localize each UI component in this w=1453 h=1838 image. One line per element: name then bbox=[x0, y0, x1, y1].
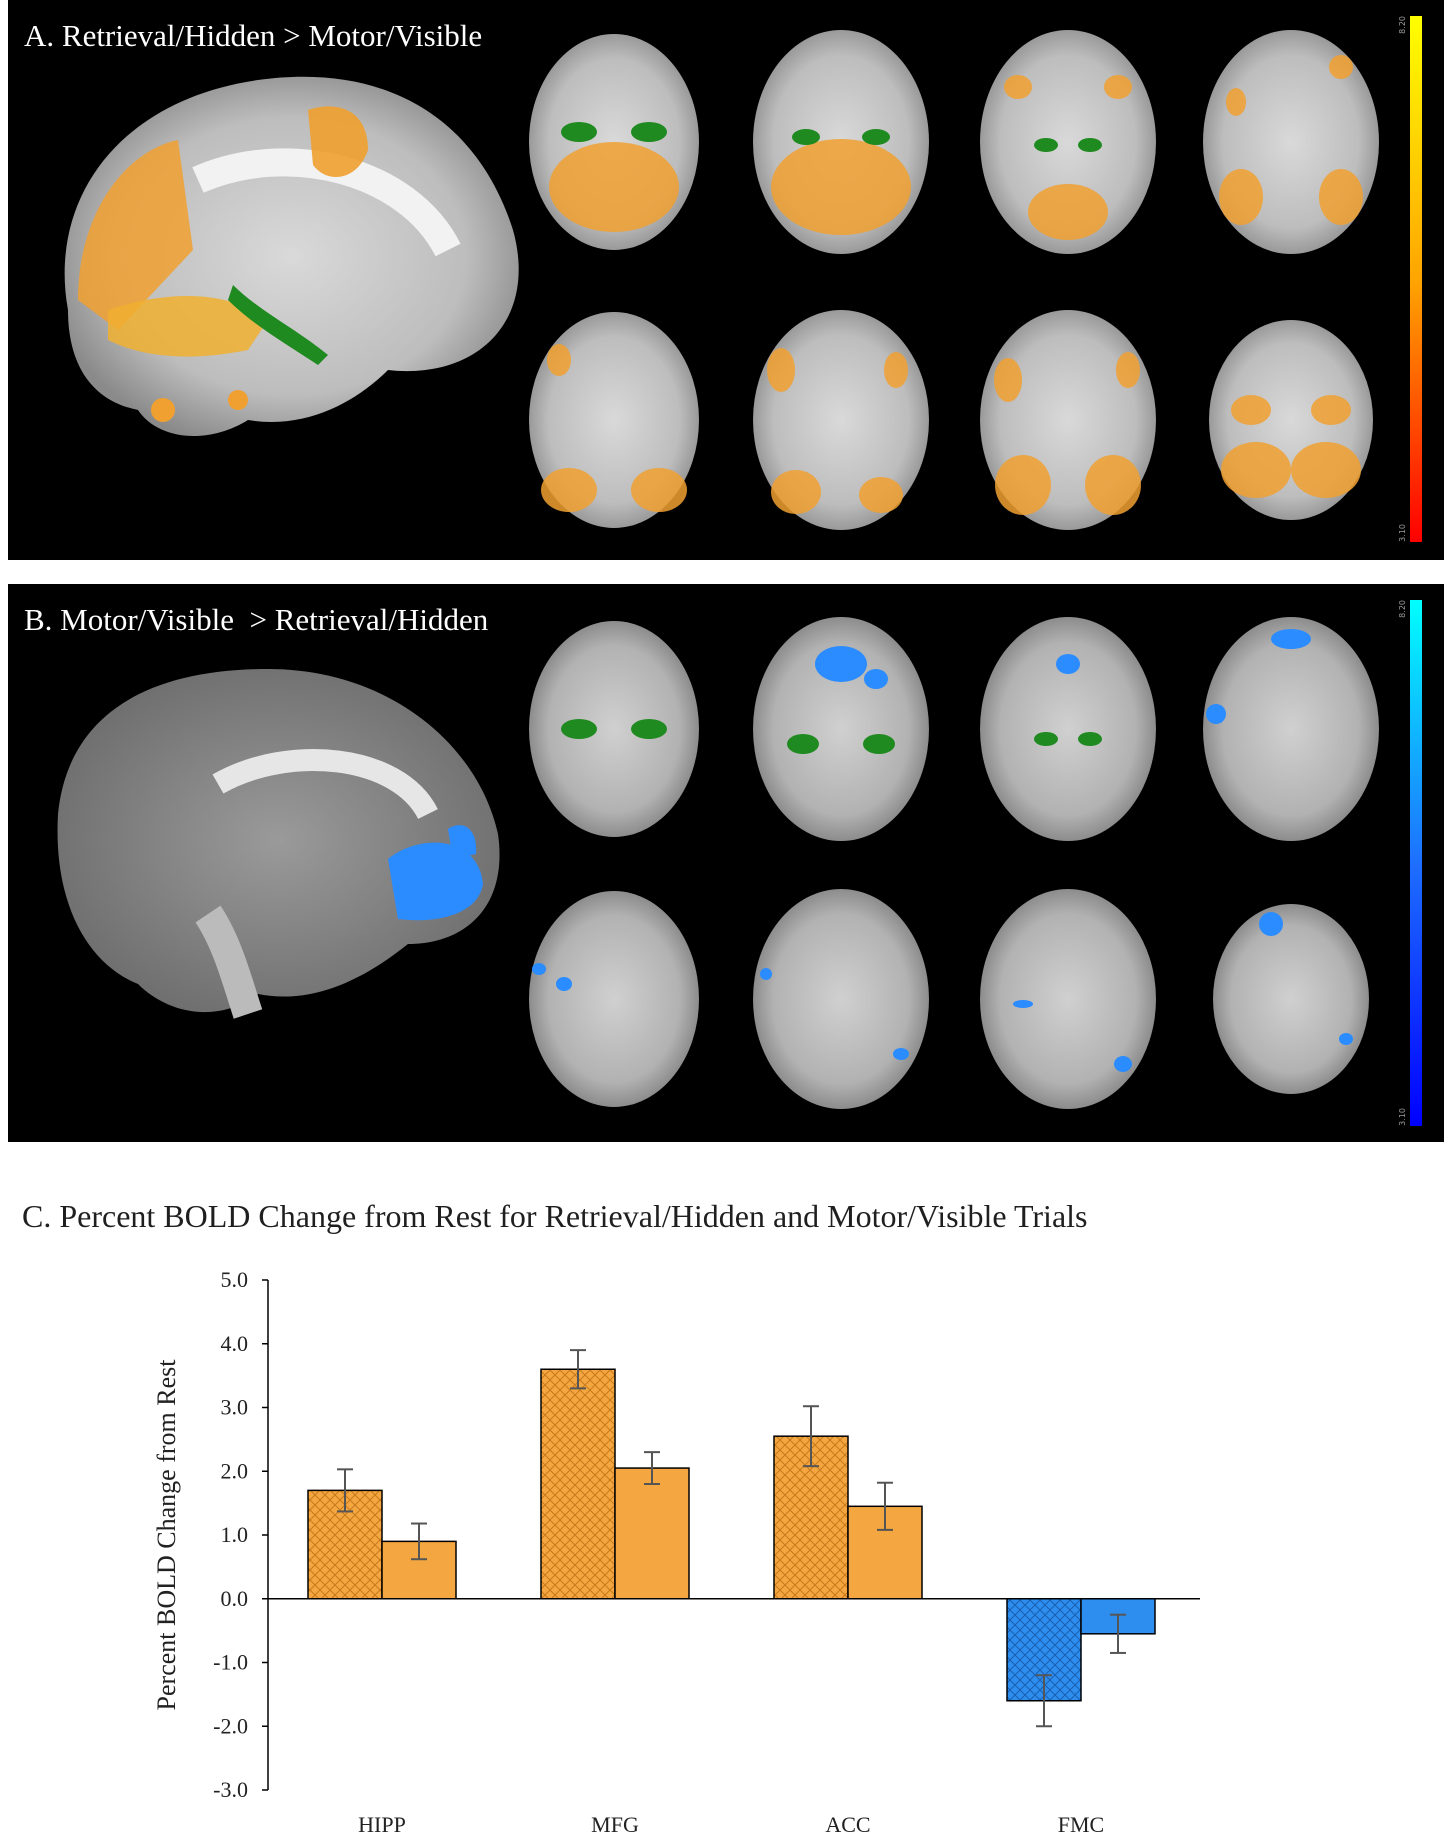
panel-a-colorbar bbox=[1410, 16, 1422, 542]
y-tick-label: -2.0 bbox=[213, 1713, 248, 1738]
panel-a-brain-images bbox=[64, 30, 1379, 530]
panel-a-colorbar-min: 3.10 bbox=[1398, 524, 1407, 542]
axial-row-1 bbox=[529, 30, 1379, 254]
x-category-label: ACC bbox=[825, 1812, 870, 1837]
panel-b-title: B. Motor/Visible > Retrieval/Hidden bbox=[24, 602, 489, 637]
axial-row-2 bbox=[529, 889, 1369, 1109]
x-category-label: FMC bbox=[1058, 1812, 1104, 1837]
y-tick-label: 2.0 bbox=[221, 1458, 249, 1483]
panel-a: A. Retrieval/Hidden > Motor/Visible 8.20… bbox=[8, 0, 1444, 560]
y-tick-label: 3.0 bbox=[221, 1395, 249, 1420]
panel-b-colorbar-min: 3.10 bbox=[1398, 1108, 1407, 1126]
y-tick-label: -3.0 bbox=[213, 1777, 248, 1802]
y-tick-label: 5.0 bbox=[221, 1267, 249, 1292]
panel-a-colorbar-max: 8.20 bbox=[1398, 16, 1407, 34]
bar bbox=[847, 1505, 923, 1600]
panel-b-colorbar bbox=[1410, 600, 1422, 1126]
y-tick-label: 0.0 bbox=[221, 1586, 249, 1611]
x-category-label: HIPP bbox=[358, 1812, 406, 1837]
plot-area: 5.0 4.0 3.0 2.0 1.0 0.0 -1.0 -2.0 -3.0 Percent BO… bbox=[152, 1267, 1200, 1837]
axial-row-2 bbox=[529, 310, 1373, 530]
y-tick-label: -1.0 bbox=[213, 1650, 248, 1675]
sagittal-slice bbox=[64, 76, 519, 437]
panel-b-colorbar-max: 8.20 bbox=[1398, 600, 1407, 618]
bar bbox=[614, 1467, 690, 1600]
y-tick-label: 1.0 bbox=[221, 1522, 249, 1547]
y-tick-label: 4.0 bbox=[221, 1331, 249, 1356]
bold-change-bar-chart: 5.0 4.0 3.0 2.0 1.0 0.0 -1.0 -2.0 -3.0 Percent BO… bbox=[152, 1267, 1200, 1837]
panel-a-title: A. Retrieval/Hidden > Motor/Visible bbox=[24, 18, 483, 53]
axial-row-1 bbox=[529, 617, 1379, 841]
panel-b: B. Motor/Visible > Retrieval/Hidden 8.20… bbox=[8, 584, 1444, 1142]
chart-title: C. Percent BOLD Change from Rest for Ret… bbox=[22, 1198, 1088, 1234]
x-category-label: MFG bbox=[591, 1812, 639, 1837]
panel-b-brain-images bbox=[57, 617, 1379, 1109]
bar bbox=[540, 1368, 616, 1600]
y-axis-title: Percent BOLD Change from Rest bbox=[152, 1359, 181, 1711]
sagittal-slice bbox=[57, 669, 500, 1019]
